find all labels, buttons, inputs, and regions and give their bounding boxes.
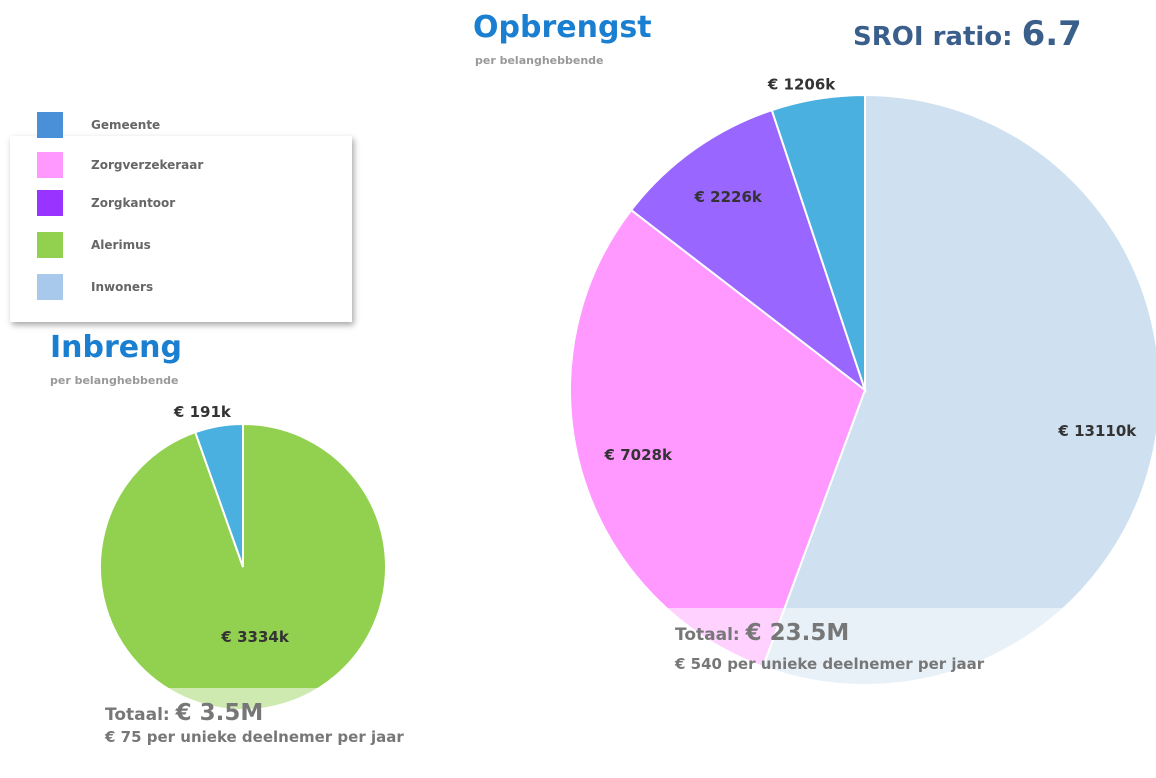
legend-swatch [37, 112, 63, 138]
slice-label: € 1206k [767, 75, 836, 93]
chart-title: Opbrengst [473, 10, 652, 45]
legend-label: Zorgkantoor [91, 196, 176, 210]
chart-subtitle: per belanghebbende [475, 54, 604, 67]
pie-slice [193, 422, 244, 568]
legend-box [10, 136, 352, 322]
total-value: € 23.5M [745, 620, 850, 646]
total: Totaal: € 23.5M [675, 620, 849, 646]
legend-swatch [37, 152, 63, 178]
legend-item: Alerimus [37, 232, 151, 258]
sroi-label: SROI ratio: [853, 22, 1013, 52]
legend-item: Zorgkantoor [37, 190, 175, 216]
legend-label: Zorgverzekeraar [91, 158, 204, 172]
legend-item: Zorgverzekeraar [37, 152, 203, 178]
chart-title: Inbreng [50, 330, 182, 365]
veil [565, 608, 1156, 778]
sroi: SROI ratio: 6.7 [853, 14, 1082, 54]
total-value: € 3.5M [175, 700, 264, 726]
veil [95, 688, 391, 778]
legend-swatch [37, 190, 63, 216]
legend-label: Inwoners [91, 280, 154, 294]
total: Totaal: € 3.5M [105, 700, 263, 726]
per-participant: € 540 per unieke deelnemer per jaar [675, 655, 985, 673]
legend-label: Alerimus [91, 238, 151, 252]
legend-item: Gemeente [37, 112, 160, 138]
sroi-value: 6.7 [1021, 14, 1082, 54]
pie-slice [770, 93, 866, 391]
slice-label: € 7028k [604, 446, 673, 464]
total-label: Totaal: [675, 625, 740, 645]
legend-label: Gemeente [91, 118, 161, 132]
slice-label: € 13110k [1057, 422, 1137, 440]
slice-label: € 2226k [694, 188, 763, 206]
legend-swatch [37, 274, 63, 300]
legend-swatch [37, 232, 63, 258]
per-participant: € 75 per unieke deelnemer per jaar [105, 728, 404, 746]
chart-subtitle: per belanghebbende [50, 374, 179, 387]
legend-item: Inwoners [37, 274, 153, 300]
slice-label: € 3334k [220, 628, 289, 646]
slice-label: € 191k [173, 403, 232, 421]
total-label: Totaal: [105, 705, 170, 725]
pie-slice [629, 108, 867, 393]
